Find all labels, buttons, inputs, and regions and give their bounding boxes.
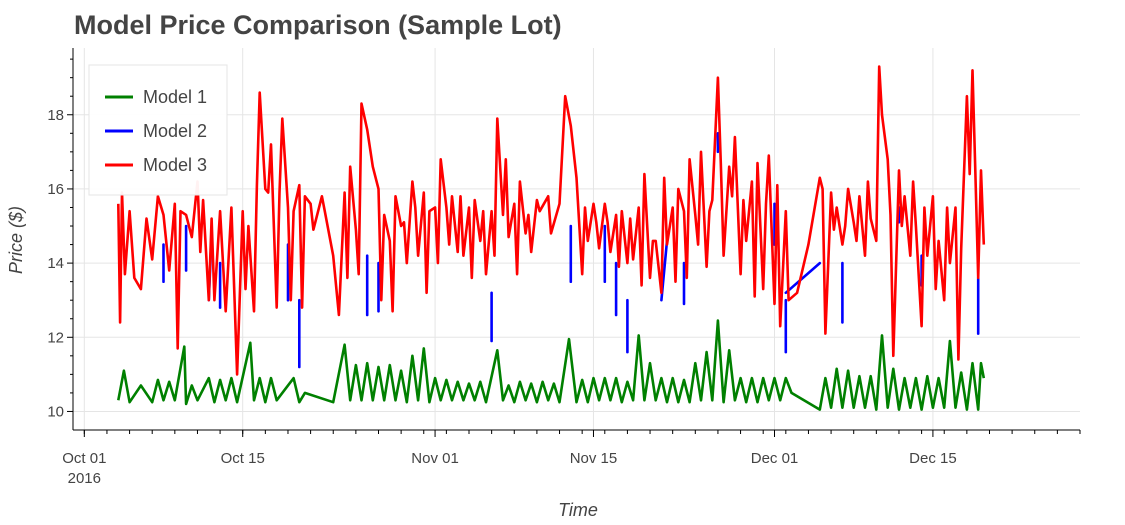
chart-title: Model Price Comparison (Sample Lot) (74, 10, 562, 40)
x-tick-label: Dec 15 (909, 450, 957, 467)
legend-label: Model 3 (143, 155, 207, 175)
x-tick-sublabel: 2016 (68, 470, 101, 487)
y-axis-label: Price ($) (6, 206, 26, 274)
y-tick-label: 14 (47, 255, 64, 272)
series-model-1-line (117, 319, 986, 411)
x-tick-label: Dec 01 (751, 450, 799, 467)
x-tick-label: Nov 15 (570, 450, 618, 467)
x-axis-label: Time (558, 500, 598, 520)
x-tick-label: Nov 01 (411, 450, 459, 467)
series-model-2-segment (784, 261, 822, 295)
x-tick-label: Oct 01 (62, 450, 106, 467)
series-model-3-line (117, 65, 986, 376)
y-tick-label: 16 (47, 181, 64, 198)
y-tick-label: 10 (47, 403, 64, 420)
y-tick-label: 18 (47, 107, 64, 124)
axes: 10 12 14 16 18 Oct 01 2016 Oct 15 Nov 01 Nov 15 De… (47, 48, 1081, 487)
legend-label: Model 2 (143, 121, 207, 141)
legend: Model 1 Model 2 Model 3 (88, 64, 228, 196)
x-tick-label: Oct 15 (221, 450, 265, 467)
series-layer (117, 65, 986, 411)
y-tick-label: 12 (47, 329, 64, 346)
legend-label: Model 1 (143, 87, 207, 107)
